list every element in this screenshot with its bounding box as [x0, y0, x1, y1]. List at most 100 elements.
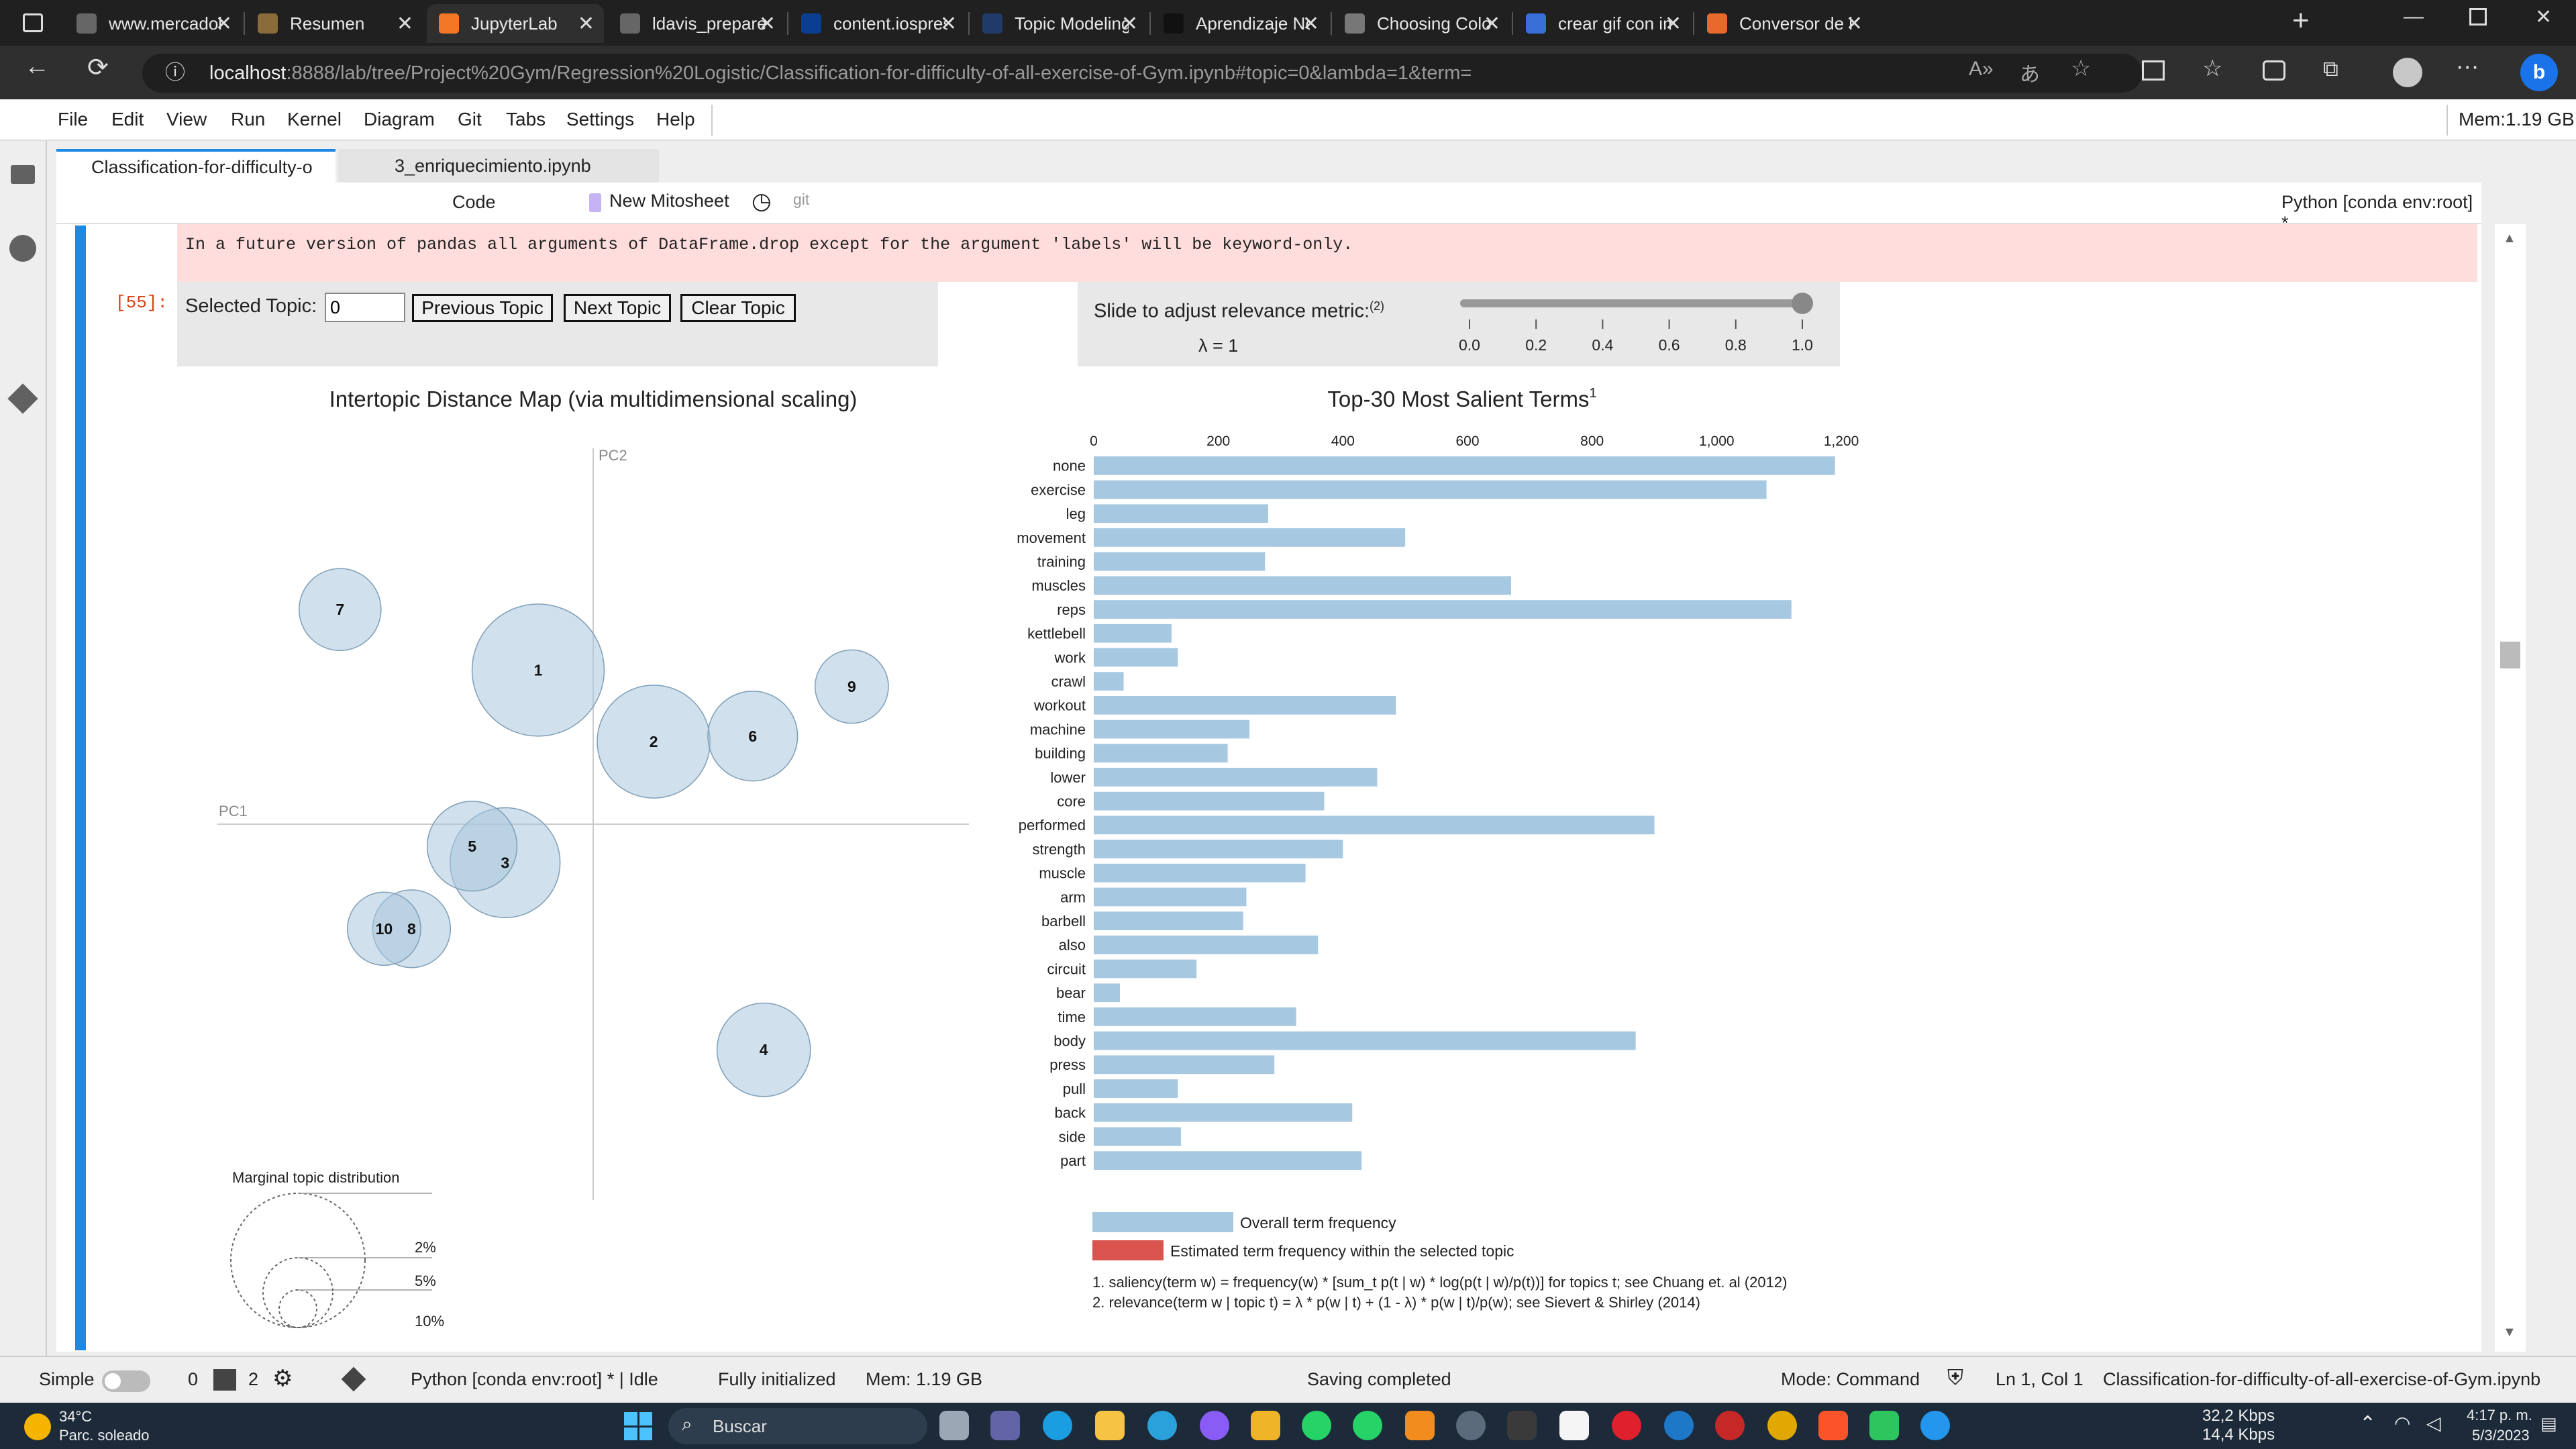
term-label[interactable]: performed [1019, 817, 1086, 834]
topic-bubble[interactable] [347, 891, 421, 966]
brave-icon[interactable] [1818, 1411, 1848, 1440]
term-bar[interactable] [1094, 623, 1172, 643]
term-bar[interactable] [1094, 1151, 1362, 1170]
term-label[interactable]: muscles [1031, 577, 1086, 594]
clock-date[interactable]: 5/3/2023 [2472, 1427, 2530, 1444]
close-tab-icon[interactable]: ✕ [1483, 13, 1500, 35]
slider-thumb[interactable] [1792, 293, 1813, 314]
term-bar[interactable] [1094, 911, 1243, 930]
browser-tab[interactable]: crear gif con ima✕ [1514, 4, 1691, 43]
close-tab-icon[interactable]: ✕ [215, 13, 232, 35]
term-bar[interactable] [1094, 456, 1835, 475]
clear-topic-button[interactable]: Clear Topic [680, 294, 796, 322]
close-tab-icon[interactable]: ✕ [1845, 13, 1863, 35]
cursor-position[interactable]: Ln 1, Col 1 [1996, 1369, 2083, 1389]
term-bar[interactable] [1094, 1007, 1296, 1026]
term-bar[interactable] [1094, 1127, 1181, 1146]
term-bar[interactable] [1094, 887, 1247, 907]
more-icon[interactable]: ⋯ [2456, 54, 2479, 80]
new-tab-button[interactable]: + [2292, 4, 2310, 37]
term-label[interactable]: work [1054, 649, 1086, 666]
term-label[interactable]: reps [1057, 601, 1086, 618]
term-bar[interactable] [1094, 552, 1266, 571]
browser-tab[interactable]: Conversor de ima✕ [1695, 4, 1872, 43]
term-label[interactable]: circuit [1047, 960, 1086, 977]
menu-view[interactable]: View [166, 109, 207, 130]
topic-bubble[interactable] [299, 568, 382, 651]
git-button[interactable]: git [793, 191, 810, 208]
term-bar[interactable] [1094, 528, 1406, 547]
tray-chevron-icon[interactable]: ⌃ [2359, 1413, 2377, 1435]
term-label[interactable]: exercise [1031, 481, 1086, 498]
close-tab-icon[interactable]: ✕ [396, 13, 413, 35]
term-label[interactable]: side [1059, 1128, 1086, 1145]
term-label[interactable]: core [1057, 793, 1086, 810]
term-label[interactable]: strength [1033, 841, 1086, 858]
doc-tab-active[interactable]: Classification-for-difficulty-o [56, 149, 336, 184]
telegram-icon[interactable] [1147, 1411, 1177, 1440]
term-bar[interactable] [1094, 1055, 1275, 1075]
term-bar[interactable] [1094, 576, 1511, 595]
term-label[interactable]: movement [1017, 530, 1086, 546]
search-box[interactable]: ⌕ Buscar [668, 1408, 927, 1444]
notification-icon[interactable]: ▤ [2540, 1413, 2557, 1434]
term-label[interactable]: body [1053, 1033, 1086, 1050]
menu-git[interactable]: Git [458, 109, 482, 130]
scroll-down-icon[interactable]: ▼ [2503, 1325, 2516, 1340]
browser-tab[interactable]: www.mercadolib✕ [64, 4, 242, 43]
term-bar[interactable] [1094, 719, 1250, 739]
topic-bubble[interactable] [471, 603, 605, 737]
close-tab-icon[interactable]: ✕ [1121, 13, 1138, 35]
term-bar[interactable] [1094, 1031, 1636, 1050]
terminal-count[interactable]: 0 [188, 1369, 199, 1389]
task-view-icon[interactable] [939, 1411, 969, 1440]
git-icon[interactable] [7, 383, 38, 414]
term-bar[interactable] [1094, 600, 1792, 619]
weather-icon[interactable] [24, 1413, 51, 1440]
topic-bubble[interactable] [815, 649, 889, 724]
next-topic-button[interactable]: Next Topic [564, 294, 671, 322]
folder-icon[interactable] [11, 165, 35, 184]
term-bar[interactable] [1094, 1103, 1353, 1122]
browser-tab[interactable]: content.iospress✕ [789, 4, 966, 43]
term-label[interactable]: lower [1050, 769, 1086, 786]
term-label[interactable]: barbell [1041, 913, 1086, 930]
menu-run[interactable]: Run [231, 109, 266, 130]
scroll-thumb[interactable] [2500, 642, 2520, 668]
cell-type-select[interactable]: Code [452, 192, 496, 212]
opera-icon[interactable] [1612, 1411, 1641, 1440]
slider-track[interactable] [1460, 299, 1809, 307]
restore-icon[interactable] [2469, 8, 2487, 26]
collections-icon[interactable] [2263, 60, 2285, 81]
teams-icon[interactable] [990, 1411, 1020, 1440]
term-bar[interactable] [1094, 791, 1325, 811]
term-label[interactable]: also [1059, 937, 1086, 954]
browser-tab[interactable]: JupyterLab ✕ [427, 4, 604, 43]
browser-tab[interactable]: ldavis_prepared_✕ [608, 4, 785, 43]
kernel-icon[interactable]: ⚙ [272, 1366, 293, 1391]
menu-settings[interactable]: Settings [566, 109, 635, 130]
term-label[interactable]: pull [1063, 1081, 1086, 1097]
volume-icon[interactable]: ◁ [2426, 1413, 2441, 1434]
profile-avatar[interactable] [2393, 58, 2422, 87]
term-bar[interactable] [1094, 863, 1306, 883]
github-icon[interactable] [9, 235, 36, 262]
term-bar[interactable] [1094, 768, 1378, 787]
red-app-icon[interactable] [1715, 1411, 1745, 1440]
close-tab-icon[interactable]: ✕ [1302, 13, 1319, 35]
browser-tab[interactable]: Aprendizaje No S✕ [1151, 4, 1329, 43]
split-screen-icon[interactable] [2142, 60, 2165, 81]
whatsapp-business-icon[interactable] [1353, 1411, 1382, 1440]
term-bar[interactable] [1094, 744, 1228, 763]
selected-topic-input[interactable] [325, 293, 405, 322]
command-mode[interactable]: Mode: Command [1781, 1369, 1920, 1389]
term-label[interactable]: building [1035, 745, 1086, 762]
minimize-icon[interactable]: — [2404, 5, 2424, 28]
term-label[interactable]: time [1058, 1009, 1086, 1026]
term-label[interactable]: bear [1056, 985, 1086, 1001]
term-label[interactable]: kettlebell [1027, 626, 1086, 642]
term-label[interactable]: arm [1060, 889, 1086, 905]
term-label[interactable]: leg [1066, 505, 1086, 522]
term-bar[interactable] [1094, 840, 1343, 858]
relevance-slider[interactable]: 0.0 0.2 0.4 0.6 0.8 1.0 [1078, 282, 1840, 366]
